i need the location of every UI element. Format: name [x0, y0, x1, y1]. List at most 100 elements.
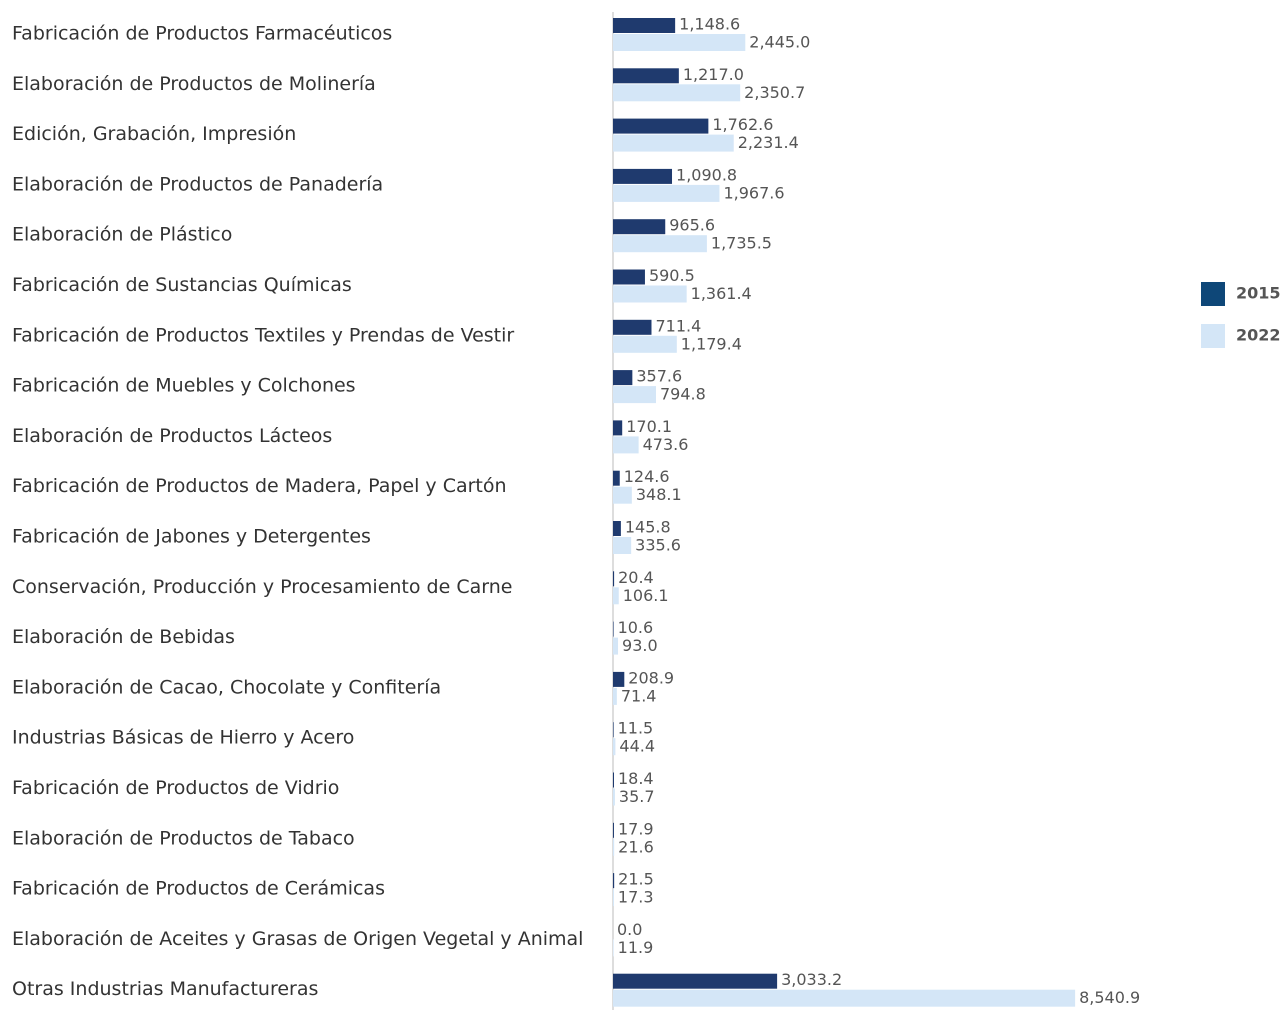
value-label: 1,090.8 — [676, 165, 737, 184]
bar — [613, 671, 625, 687]
bar — [613, 285, 687, 303]
bar — [613, 235, 707, 253]
value-label: 1,148.6 — [679, 15, 740, 34]
bar — [613, 134, 734, 152]
category-label: Fabricación de Productos de Cerámicas — [12, 878, 385, 900]
bar — [613, 84, 741, 102]
value-label: 590.5 — [649, 266, 695, 285]
value-label: 8,540.9 — [1079, 988, 1140, 1007]
value-label: 17.3 — [618, 888, 654, 907]
bar — [613, 420, 623, 436]
bar — [613, 822, 614, 838]
category-label: Conservación, Producción y Procesamiento… — [12, 576, 512, 598]
bar — [613, 370, 633, 386]
category-label: Fabricación de Sustancias Químicas — [12, 274, 352, 296]
value-label: 2,350.7 — [744, 83, 805, 102]
value-label: 2,445.0 — [749, 33, 810, 52]
bar — [613, 637, 619, 655]
bar — [613, 788, 615, 806]
category-label: Fabricación de Muebles y Colchones — [12, 375, 356, 397]
bar — [613, 18, 676, 33]
bar — [613, 68, 679, 84]
value-label: 208.9 — [628, 668, 674, 687]
bar — [613, 973, 778, 989]
bar — [613, 772, 614, 788]
value-label: 106.1 — [623, 586, 669, 605]
bar — [613, 168, 673, 184]
value-label: 0.0 — [617, 920, 642, 939]
value-label: 145.8 — [625, 518, 671, 537]
category-label: Elaboración de Productos de Molinería — [12, 73, 376, 95]
value-label: 335.6 — [635, 536, 681, 555]
value-label: 1,967.6 — [723, 183, 784, 202]
bar — [613, 184, 720, 202]
value-label: 1,179.4 — [681, 334, 742, 353]
value-label: 348.1 — [636, 485, 682, 504]
bar — [613, 873, 615, 889]
value-label: 21.5 — [618, 870, 654, 889]
bar — [613, 470, 620, 486]
value-label: 1,735.5 — [711, 234, 772, 253]
legend-swatch — [1201, 282, 1225, 306]
category-label: Otras Industrias Manufactureras — [12, 978, 318, 1000]
bar — [613, 989, 1076, 1007]
bar — [613, 939, 614, 957]
bar — [613, 319, 652, 335]
value-label: 93.0 — [622, 636, 658, 655]
bar — [613, 838, 615, 856]
category-label: Fabricación de Jabones y Detergentes — [12, 526, 371, 548]
category-label: Elaboración de Cacao, Chocolate y Confit… — [12, 676, 441, 698]
value-label: 71.4 — [621, 686, 657, 705]
value-label: 965.6 — [669, 216, 715, 235]
bar — [613, 537, 632, 554]
value-label: 44.4 — [619, 737, 655, 756]
category-label: Elaboración de Productos Lácteos — [12, 425, 332, 447]
category-label: Elaboración de Productos de Panadería — [12, 173, 383, 195]
bar — [613, 687, 617, 705]
category-label: Elaboración de Bebidas — [12, 626, 235, 648]
value-label: 711.4 — [655, 316, 701, 335]
category-label: Fabricación de Productos Farmacéuticos — [12, 23, 392, 45]
category-label: Edición, Grabación, Impresión — [12, 123, 296, 145]
bar — [613, 571, 615, 587]
value-label: 11.9 — [618, 938, 654, 957]
value-label: 35.7 — [619, 787, 655, 806]
bar — [613, 889, 614, 907]
legend-label: 2015 — [1236, 284, 1281, 303]
value-label: 357.6 — [636, 367, 682, 386]
bar — [613, 335, 677, 353]
value-label: 473.6 — [643, 435, 689, 454]
value-label: 2,231.4 — [738, 133, 799, 152]
category-label: Fabricación de Productos Textiles y Pren… — [12, 324, 514, 346]
bar — [613, 722, 614, 738]
bar — [613, 521, 621, 536]
bar — [613, 587, 619, 605]
category-label: Elaboración de Plástico — [12, 224, 232, 246]
value-label: 794.8 — [660, 385, 706, 404]
bar — [613, 621, 614, 637]
bar — [613, 118, 709, 134]
bar — [613, 219, 666, 235]
value-label: 1,217.0 — [683, 65, 744, 84]
value-label: 124.6 — [624, 467, 670, 486]
value-label: 1,762.6 — [712, 115, 773, 134]
bar — [613, 486, 632, 504]
bar — [613, 34, 746, 51]
legend-swatch — [1201, 324, 1225, 348]
value-label: 17.9 — [618, 819, 654, 838]
value-label: 170.1 — [626, 417, 672, 436]
category-label: Fabricación de Productos de Vidrio — [12, 777, 339, 799]
value-label: 10.6 — [618, 618, 654, 637]
category-label: Fabricación de Productos de Madera, Pape… — [12, 475, 507, 497]
bar — [613, 738, 616, 756]
value-label: 3,033.2 — [781, 970, 842, 989]
value-label: 18.4 — [618, 769, 654, 788]
value-label: 20.4 — [618, 568, 654, 587]
bar — [613, 436, 639, 454]
category-label: Elaboración de Productos de Tabaco — [12, 827, 355, 849]
category-label: Elaboración de Aceites y Grasas de Orige… — [12, 928, 583, 950]
value-label: 1,361.4 — [691, 284, 752, 303]
value-label: 11.5 — [618, 719, 654, 738]
category-label: Industrias Básicas de Hierro y Acero — [12, 727, 354, 749]
